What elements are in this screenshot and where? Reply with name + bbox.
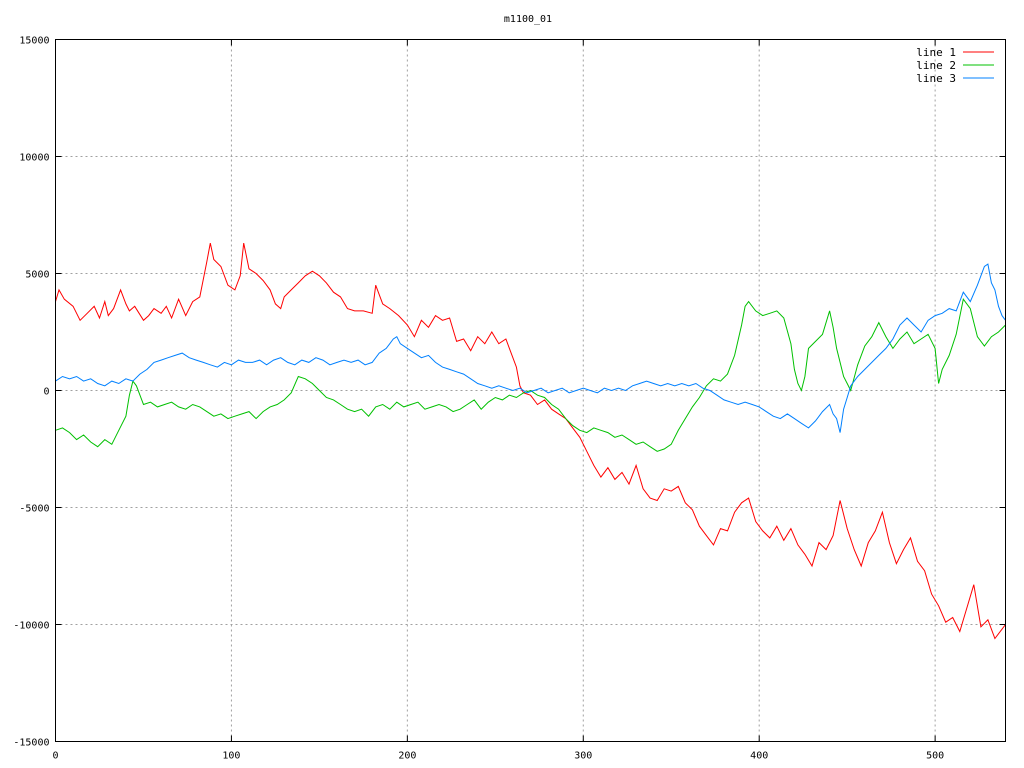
y-tick-label: 10000: [19, 153, 49, 164]
x-tick-label: 0: [52, 751, 58, 762]
plot-frame: [55, 39, 1006, 742]
series-lines: [55, 242, 1006, 640]
x-tick-label: 300: [574, 751, 592, 762]
y-tick-label: -15000: [13, 738, 49, 749]
x-tick-label: 200: [398, 751, 416, 762]
y-tick-label: 5000: [25, 270, 49, 281]
x-tick-label: 500: [926, 751, 944, 762]
legend-label: line 2: [916, 59, 956, 72]
x-tick-label: 400: [750, 751, 768, 762]
y-tick-label: -10000: [13, 621, 49, 632]
y-tick-label: -5000: [19, 504, 49, 515]
series-line-2: [55, 298, 1006, 452]
y-tick-label: 0: [43, 387, 49, 398]
series-line-3: [55, 263, 1006, 433]
y-tick-label: 15000: [19, 36, 49, 47]
chart-title: m1100_01: [504, 14, 552, 25]
axis-ticks: 0 100 200 300 400 500 -15000 -10000 -5000 0 5000 10…: [13, 36, 1006, 762]
x-tick-label: 100: [222, 751, 240, 762]
legend-label: line 3: [916, 72, 956, 85]
legend-label: line 1: [916, 46, 956, 59]
series-line-1: [55, 242, 1006, 640]
